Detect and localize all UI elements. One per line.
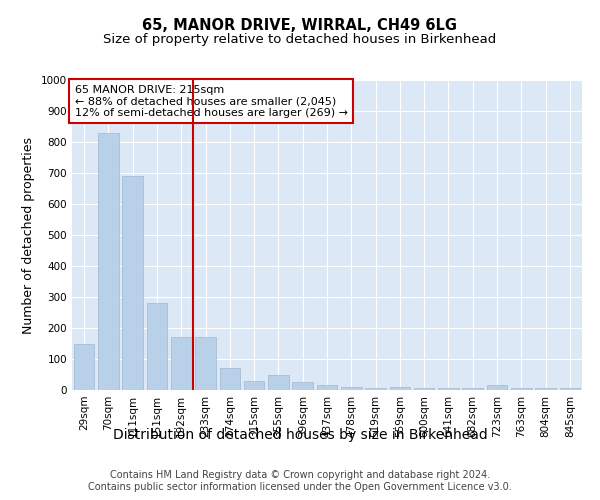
Text: 65, MANOR DRIVE, WIRRAL, CH49 6LG: 65, MANOR DRIVE, WIRRAL, CH49 6LG [143, 18, 458, 32]
Text: Distribution of detached houses by size in Birkenhead: Distribution of detached houses by size … [113, 428, 487, 442]
Bar [171, 338, 191, 390]
Bar [341, 387, 362, 390]
Bar [74, 344, 94, 390]
Bar [146, 303, 167, 390]
Bar [317, 386, 337, 390]
Bar [365, 388, 386, 390]
Bar [414, 388, 434, 390]
Bar [122, 176, 143, 390]
Bar [220, 368, 240, 390]
Bar [560, 388, 580, 390]
Bar [292, 382, 313, 390]
Bar [438, 388, 459, 390]
Y-axis label: Number of detached properties: Number of detached properties [22, 136, 35, 334]
Text: Contains HM Land Registry data © Crown copyright and database right 2024.: Contains HM Land Registry data © Crown c… [110, 470, 490, 480]
Bar [463, 388, 483, 390]
Bar [487, 386, 508, 390]
Bar [98, 132, 119, 390]
Bar [195, 338, 216, 390]
Text: 65 MANOR DRIVE: 215sqm
← 88% of detached houses are smaller (2,045)
12% of semi-: 65 MANOR DRIVE: 215sqm ← 88% of detached… [74, 84, 347, 118]
Bar [389, 387, 410, 390]
Bar [511, 388, 532, 390]
Text: Contains public sector information licensed under the Open Government Licence v3: Contains public sector information licen… [88, 482, 512, 492]
Bar [535, 388, 556, 390]
Text: Size of property relative to detached houses in Birkenhead: Size of property relative to detached ho… [103, 32, 497, 46]
Bar [268, 374, 289, 390]
Bar [244, 380, 265, 390]
